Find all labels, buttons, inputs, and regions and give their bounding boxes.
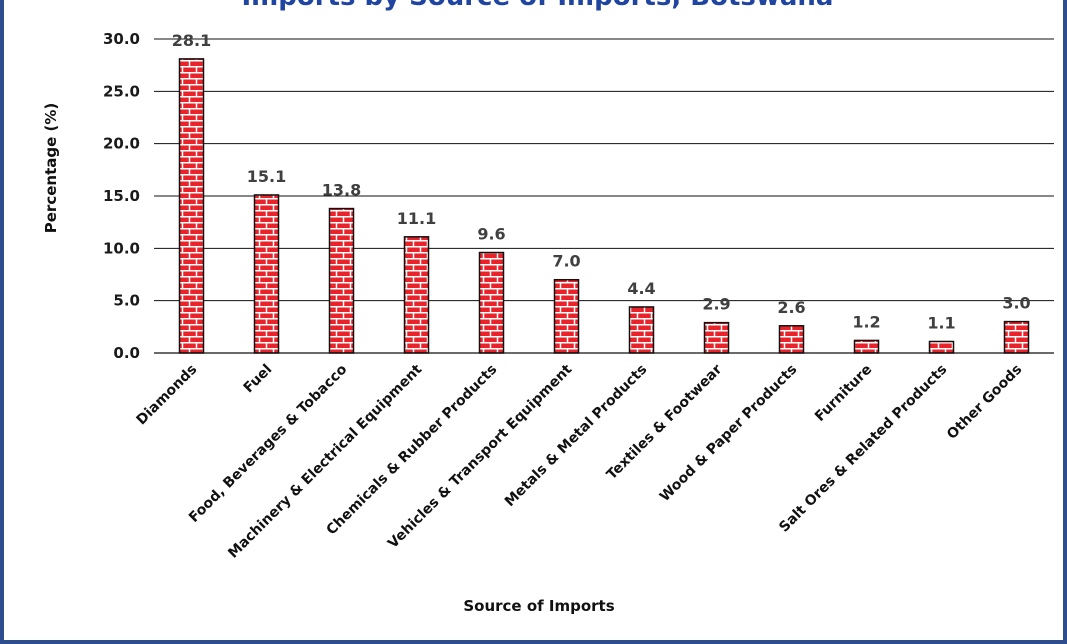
bar xyxy=(853,339,880,354)
data-label: 2.9 xyxy=(702,295,730,314)
y-tick-label: 5.0 xyxy=(113,292,140,310)
data-label: 1.1 xyxy=(927,313,955,332)
data-label: 13.8 xyxy=(322,181,361,200)
bar xyxy=(403,236,430,354)
bar xyxy=(628,306,655,354)
y-tick-labels: 0.0 5.0 10.0 15.0 20.0 25.0 30.0 xyxy=(103,30,140,362)
bar xyxy=(1003,320,1030,354)
y-tick-label: 10.0 xyxy=(103,239,140,257)
data-label: 28.1 xyxy=(172,31,211,50)
y-tick-label: 20.0 xyxy=(103,135,140,153)
chart-title-fragment: Imports by Source of Imports, Botswana xyxy=(4,0,1063,14)
data-label: 1.2 xyxy=(852,312,880,331)
category-label: Diamonds xyxy=(134,362,201,429)
bars xyxy=(178,58,1030,354)
data-label: 3.0 xyxy=(1002,294,1030,313)
bar xyxy=(478,251,505,354)
data-label: 11.1 xyxy=(397,209,436,228)
category-label: Other Goods xyxy=(944,362,1025,443)
bar xyxy=(928,340,955,354)
data-labels: 28.1 15.1 13.8 11.1 9.6 7.0 4.4 2.9 2.6 1.2 1.1 3.0 xyxy=(172,31,1031,333)
bar-chart: 0.0 5.0 10.0 15.0 20.0 25.0 30.0 28.1 15.1 13.8 1… xyxy=(42,30,1054,615)
data-label: 4.4 xyxy=(627,279,655,298)
bar xyxy=(553,278,580,354)
category-label: Chemicals & Rubber Products xyxy=(323,362,500,539)
bar xyxy=(328,207,355,354)
y-tick-label: 25.0 xyxy=(103,82,140,100)
bar xyxy=(178,58,205,354)
y-tick-label: 30.0 xyxy=(103,30,140,48)
gridlines xyxy=(154,38,1054,302)
data-label: 2.6 xyxy=(777,298,805,317)
y-axis-label: Percentage (%) xyxy=(42,103,60,233)
x-axis-label: Source of Imports xyxy=(463,597,614,615)
category-label: Food, Beverages & Tobacco xyxy=(186,361,351,526)
bar xyxy=(778,325,805,354)
data-label: 9.6 xyxy=(477,225,505,244)
bar xyxy=(253,194,280,354)
data-label: 15.1 xyxy=(247,167,286,186)
category-label: Fuel xyxy=(241,362,276,397)
y-tick-label: 0.0 xyxy=(113,344,140,362)
category-label: Metals & Metal Products xyxy=(502,362,650,510)
category-label: Salt Ores & Related Products xyxy=(776,362,950,536)
data-label: 7.0 xyxy=(552,252,580,271)
y-tick-label: 15.0 xyxy=(103,187,140,205)
category-label: Furniture xyxy=(812,362,875,425)
bar xyxy=(703,321,730,354)
category-label: Wood & Paper Products xyxy=(657,362,800,505)
